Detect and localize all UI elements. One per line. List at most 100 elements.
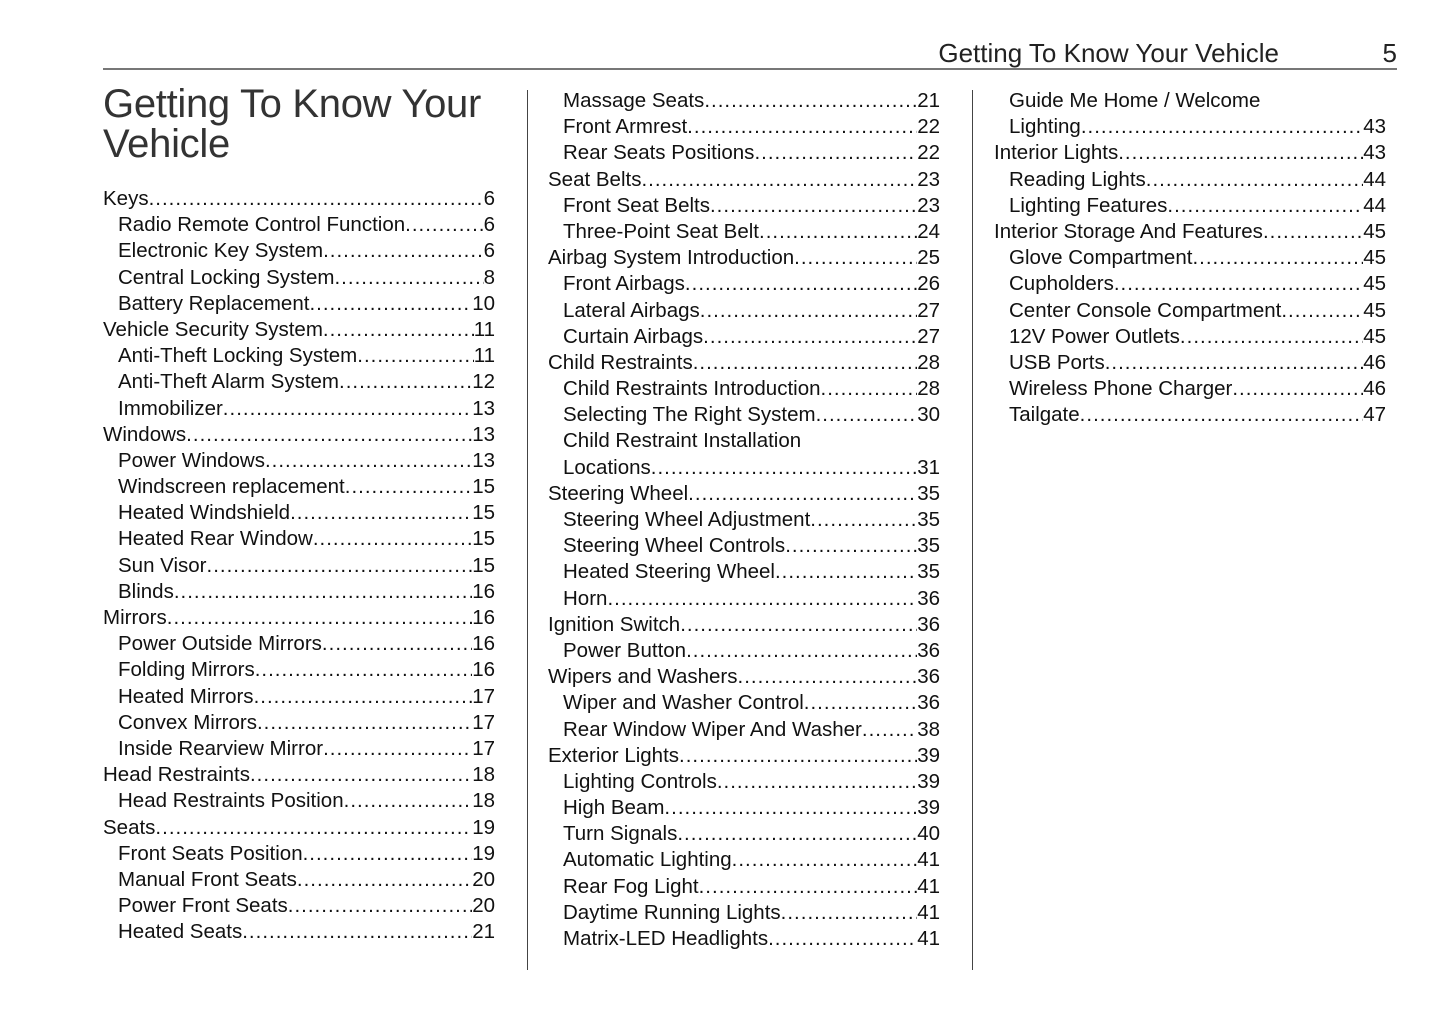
toc-page-number: 15 — [472, 553, 495, 577]
toc-subentry[interactable]: Front Armrest...........................… — [548, 114, 940, 140]
toc-entry[interactable]: Child Restraints........................… — [548, 350, 940, 376]
toc-entry[interactable]: Airbag System Introduction..............… — [548, 245, 940, 271]
toc-subentry[interactable]: Front Seat Belts........................… — [548, 193, 940, 219]
toc-entry-title: Power Outside Mirrors — [118, 632, 322, 656]
toc-entry-title[interactable]: Child Restraint Installation — [563, 429, 802, 453]
toc-entry[interactable]: Interior Storage And Features...........… — [994, 219, 1386, 245]
toc-entry-title: Selecting The Right System — [563, 403, 816, 427]
toc-subentry[interactable]: Heated Steering Wheel...................… — [548, 559, 940, 585]
dot-leader: ........................................… — [186, 422, 473, 446]
toc-subentry[interactable]: Anti-Theft Alarm System.................… — [103, 369, 495, 395]
toc-subentry[interactable]: Heated Mirrors..........................… — [103, 684, 495, 710]
toc-subentry[interactable]: 12V Power Outlets.......................… — [994, 324, 1386, 350]
toc-subentry[interactable]: Heated Seats ...........................… — [103, 919, 495, 945]
toc-entry-title[interactable]: Guide Me Home / Welcome — [1009, 89, 1261, 112]
toc-page-number: 44 — [1363, 193, 1386, 217]
toc-entry[interactable]: Wipers and Washers......................… — [548, 664, 940, 690]
toc-entry[interactable]: Mirrors.................................… — [103, 605, 495, 631]
toc-subentry[interactable]: Convex Mirrors..........................… — [103, 710, 495, 736]
toc-subentry[interactable]: Cupholders..............................… — [994, 271, 1386, 297]
dot-leader: ........................................… — [287, 894, 472, 918]
toc-subentry[interactable]: Rear Fog Light .........................… — [548, 874, 940, 900]
toc-entry[interactable]: Ignition Switch.........................… — [548, 612, 940, 638]
toc-subentry[interactable]: Heated Windshield.......................… — [103, 500, 495, 526]
toc-page-number: 6 — [483, 239, 495, 263]
toc-subentry[interactable]: Sun Visor...............................… — [103, 553, 495, 579]
toc-page-number: 27 — [917, 324, 940, 348]
column-divider — [527, 90, 528, 970]
toc-subentry[interactable]: Rear Seats Positions ...................… — [548, 140, 940, 166]
toc-subentry[interactable]: Heated Rear Window......................… — [103, 526, 495, 552]
toc-subentry[interactable]: Steering Wheel Adjustment...............… — [548, 507, 940, 533]
toc-subentry[interactable]: Power Button............................… — [548, 638, 940, 664]
toc-entry[interactable]: Head Restraints.........................… — [103, 762, 495, 788]
toc-subentry[interactable]: Central Locking System..................… — [103, 265, 495, 291]
toc-page-number: 24 — [917, 219, 940, 243]
toc-subentry[interactable]: Blinds..................................… — [103, 579, 495, 605]
toc-subentry[interactable]: Steering Wheel Controls.................… — [548, 533, 940, 559]
toc-subentry[interactable]: Automatic Lighting .....................… — [548, 847, 940, 873]
toc-subentry[interactable]: Lighting................................… — [994, 114, 1386, 140]
toc-entry[interactable]: Exterior Lights.........................… — [548, 743, 940, 769]
toc-entry[interactable]: Seat Belts..............................… — [548, 167, 940, 193]
toc-subentry[interactable]: Locations...............................… — [548, 455, 940, 481]
toc-subentry[interactable]: Turn Signals ...........................… — [548, 821, 940, 847]
toc-subentry[interactable]: Wiper and Washer Control ...............… — [548, 690, 940, 716]
toc-subentry[interactable]: Child Restraints Introduction ..........… — [548, 376, 940, 402]
toc-page-number: 41 — [917, 927, 940, 950]
toc-subentry[interactable]: Immobilizer.............................… — [103, 396, 495, 422]
toc-subentry[interactable]: Front Airbags ..........................… — [548, 271, 940, 297]
toc-entry-title: Child Restraints — [548, 350, 693, 374]
toc-subentry[interactable]: Folding Mirrors ........................… — [103, 657, 495, 683]
toc-subentry[interactable]: Lighting Features.......................… — [994, 193, 1386, 219]
toc-entry[interactable]: Vehicle Security System.................… — [103, 317, 495, 343]
toc-entry[interactable]: Seats...................................… — [103, 815, 495, 841]
toc-subentry[interactable]: Reading Lights..........................… — [994, 167, 1386, 193]
dot-leader: ........................................… — [343, 789, 473, 813]
toc-page-number: 16 — [472, 658, 495, 682]
toc-page-number: 17 — [472, 736, 495, 760]
toc-subentry[interactable]: Lateral Airbags ........................… — [548, 298, 940, 324]
toc-subentry[interactable]: Power Windows...........................… — [103, 448, 495, 474]
toc-subentry[interactable]: Front Seats Position ...................… — [103, 841, 495, 867]
dot-leader: ........................................… — [1104, 350, 1363, 374]
toc-subentry[interactable]: Power Outside Mirrors ..................… — [103, 631, 495, 657]
toc-page-number: 45 — [1363, 272, 1386, 296]
toc-entry-title: Windows — [103, 422, 187, 446]
toc-subentry[interactable]: Massage Seats ..........................… — [548, 88, 940, 114]
toc-subentry[interactable]: Head Restraints Position................… — [103, 788, 495, 814]
toc-subentry[interactable]: Inside Rearview Mirror .................… — [103, 736, 495, 762]
toc-subentry[interactable]: High Beam ..............................… — [548, 795, 940, 821]
toc-subentry[interactable]: Anti-Theft Locking System ..............… — [103, 343, 495, 369]
toc-subentry[interactable]: Tailgate................................… — [994, 402, 1386, 428]
toc-subentry[interactable]: Daytime Running Lights..................… — [548, 900, 940, 926]
toc-page-number: 12 — [472, 370, 495, 394]
toc-subentry[interactable]: Rear Window Wiper And Washer............… — [548, 717, 940, 743]
toc-subentry[interactable]: Three-Point Seat Belt...................… — [548, 219, 940, 245]
toc-subentry[interactable]: Center Console Compartment..............… — [994, 298, 1386, 324]
toc-subentry[interactable]: Battery Replacement.....................… — [103, 291, 495, 317]
toc-subentry[interactable]: Power Front Seats ......................… — [103, 893, 495, 919]
toc-subentry[interactable]: Wireless Phone Charger..................… — [994, 376, 1386, 402]
toc-subentry[interactable]: Curtain Airbags ........................… — [548, 324, 940, 350]
toc-subentry[interactable]: Glove Compartment ......................… — [994, 245, 1386, 271]
toc-entry-title: Ignition Switch — [548, 612, 681, 636]
toc-subentry[interactable]: Windscreen replacement..................… — [103, 474, 495, 500]
toc-subentry[interactable]: Manual Front Seats .....................… — [103, 867, 495, 893]
toc-subentry[interactable]: Radio Remote Control Function...........… — [103, 212, 495, 238]
toc-subentry[interactable]: Matrix-LED Headlights ..................… — [548, 926, 940, 952]
toc-entry-title: Central Locking System — [118, 265, 335, 289]
toc-subentry[interactable]: USB Ports ..............................… — [994, 350, 1386, 376]
toc-entry[interactable]: Windows ................................… — [103, 422, 495, 448]
toc-subentry[interactable]: Selecting The Right System..............… — [548, 402, 940, 428]
toc-entry[interactable]: Keys....................................… — [103, 186, 495, 212]
toc-subentry[interactable]: Horn....................................… — [548, 586, 940, 612]
toc-entry-title: Lighting Features — [1009, 193, 1168, 217]
dot-leader: ........................................… — [768, 927, 917, 950]
toc-page-number: 46 — [1363, 377, 1386, 401]
toc-subentry[interactable]: Lighting Controls ......................… — [548, 769, 940, 795]
toc-entry[interactable]: Steering Wheel..........................… — [548, 481, 940, 507]
toc-entry[interactable]: Interior Lights.........................… — [994, 140, 1386, 166]
toc-subentry[interactable]: Electronic Key System...................… — [103, 238, 495, 264]
dot-leader: ........................................… — [607, 586, 918, 610]
